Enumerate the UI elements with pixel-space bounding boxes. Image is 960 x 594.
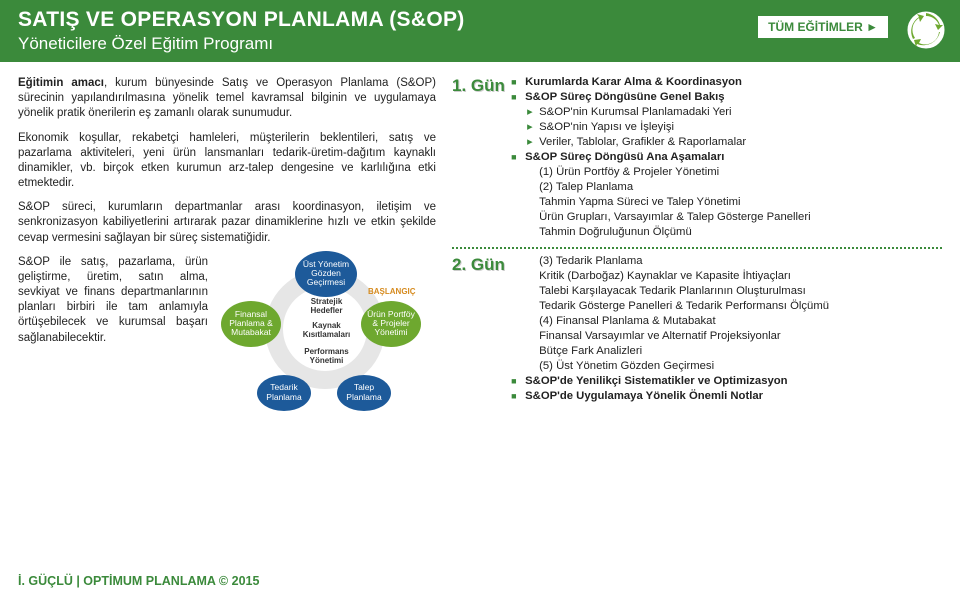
left-column: Eğitimin amacı, kurum bünyesinde Satış v…: [18, 76, 436, 409]
list-item: Bütçe Fark Analizleri: [511, 345, 941, 357]
center-performans: Performans Yönetimi: [299, 347, 354, 366]
list-item: Ürün Grupları, Varsayımlar & Talep Göste…: [511, 211, 941, 223]
right-column: 1. Gün Kurumlarda Karar Alma & Koordinas…: [452, 76, 942, 409]
day2-list: (3) Tedarik Planlama Kritik (Darboğaz) Ka…: [511, 255, 941, 405]
day-divider: [452, 247, 942, 249]
list-item: S&OP'de Uygulamaya Yönelik Önemli Notlar: [511, 390, 941, 402]
list-item: Finansal Varsayımlar ve Alternatif Proje…: [511, 330, 941, 342]
day2-label: 2. Gün: [452, 255, 508, 275]
list-item: Talebi Karşılayacak Tedarik Planlarının …: [511, 285, 941, 297]
bubble-urun-portfoy: Ürün Portföy & Projeler Yönetimi: [361, 301, 421, 347]
list-item: S&OP'de Yenilikçi Sistematikler ve Optim…: [511, 375, 941, 387]
bubble-ust-yonetim: Üst Yönetim Gözden Geçirmesi: [295, 251, 357, 297]
list-item: Tahmin Doğruluğunun Ölçümü: [511, 226, 941, 238]
list-item: Kurumlarda Karar Alma & Koordinasyon: [511, 76, 941, 88]
intro-p2: Ekonomik koşullar, rekabetçi hamleleri, …: [18, 131, 436, 192]
list-item: (1) Ürün Portföy & Projeler Yönetimi: [511, 166, 941, 178]
list-item: S&OP Süreç Döngüsüne Genel Bakış: [511, 91, 941, 103]
list-item: (5) Üst Yönetim Gözden Geçirmesi: [511, 360, 941, 372]
center-kaynak: Kaynak Kısıtlamaları: [299, 321, 354, 340]
intro-p1: Eğitimin amacı, kurum bünyesinde Satış v…: [18, 76, 436, 122]
bubble-talep: Talep Planlama: [337, 375, 391, 411]
header: SATIŞ VE OPERASYON PLANLAMA (S&OP) Yönet…: [0, 0, 960, 62]
list-item: S&OP'nin Yapısı ve İşleyişi: [511, 121, 941, 133]
day1-list: Kurumlarda Karar Alma & Koordinasyon S&OP…: [511, 76, 941, 241]
cycle-start-label: BAŞLANGIÇ: [368, 287, 416, 298]
list-item: Tahmin Yapma Süreci ve Talep Yönetimi: [511, 196, 941, 208]
day2-block: 2. Gün (3) Tedarik Planlama Kritik (Darbo…: [452, 255, 942, 405]
cycle-diagram: BAŞLANGIÇ Üst Yönetim Gözden Geçirmesi Ü…: [213, 245, 433, 445]
day1-label: 1. Gün: [452, 76, 508, 96]
list-item: Tedarik Gösterge Panelleri & Tedarik Per…: [511, 300, 941, 312]
day1-block: 1. Gün Kurumlarda Karar Alma & Koordinas…: [452, 76, 942, 241]
list-item: Kritik (Darboğaz) Kaynaklar ve Kapasite …: [511, 270, 941, 282]
list-item: S&OP'nin Kurumsal Planlamadaki Yeri: [511, 106, 941, 118]
list-item: (2) Talep Planlama: [511, 181, 941, 193]
intro-p4: S&OP ile satış, pazarlama, ürün geliştir…: [18, 255, 208, 346]
recycle-icon: [906, 10, 946, 50]
center-stratejik: Stratejik Hedefler: [299, 297, 354, 316]
bubble-tedarik: Tedarik Planlama: [257, 375, 311, 411]
intro-p3: S&OP süreci, kurumların departmanlar ara…: [18, 200, 436, 246]
list-item: (4) Finansal Planlama & Mutabakat: [511, 315, 941, 327]
intro-bold: Eğitimin amacı: [18, 77, 104, 89]
all-trainings-button[interactable]: TÜM EĞİTİMLER ►: [756, 14, 890, 40]
bubble-finansal: Finansal Planlama & Mutabakat: [221, 301, 281, 347]
footer-credit: İ. GÜÇLÜ | OPTİMUM PLANLAMA © 2015: [18, 574, 259, 588]
list-item: (3) Tedarik Planlama: [511, 255, 941, 267]
list-item: S&OP Süreç Döngüsü Ana Aşamaları: [511, 151, 941, 163]
list-item: Veriler, Tablolar, Grafikler & Raporlama…: [511, 136, 941, 148]
